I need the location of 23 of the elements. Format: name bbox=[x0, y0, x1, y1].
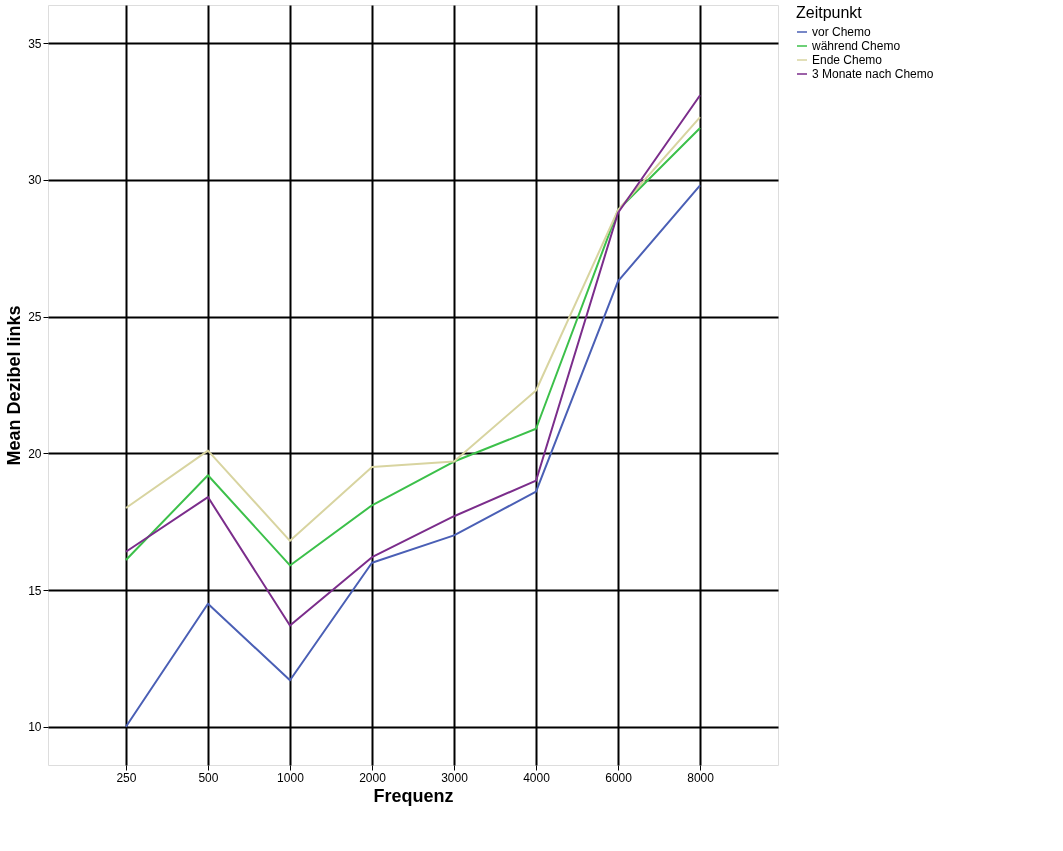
y-tick-label: 10 bbox=[28, 720, 42, 735]
legend-label: vor Chemo bbox=[812, 25, 872, 39]
x-tick-label: 2000 bbox=[359, 770, 387, 785]
y-tick-label: 35 bbox=[28, 36, 42, 51]
y-tick-label: 15 bbox=[28, 583, 42, 598]
legend-label: während Chemo bbox=[811, 39, 901, 53]
x-axis-title: Frequenz bbox=[373, 785, 454, 806]
legend-label: 3 Monate nach Chemo bbox=[812, 67, 934, 81]
y-tick-label: 20 bbox=[28, 446, 42, 461]
line-series bbox=[124, 94, 702, 627]
line-series bbox=[124, 184, 702, 728]
x-tick-label: 500 bbox=[198, 770, 219, 785]
y-axis-title: Mean Dezibel links bbox=[4, 305, 25, 466]
x-tick-label: 3000 bbox=[441, 770, 469, 785]
x-tick-label: 6000 bbox=[605, 770, 633, 785]
x-tick-label: 8000 bbox=[687, 770, 715, 785]
legend-label: Ende Chemo bbox=[812, 53, 883, 67]
y-tick-label: 25 bbox=[28, 310, 42, 325]
x-tick-label: 250 bbox=[116, 770, 137, 785]
x-tick-label: 1000 bbox=[277, 770, 305, 785]
y-tick-label: 30 bbox=[28, 173, 42, 188]
x-tick-label: 4000 bbox=[523, 770, 551, 785]
legend-title: Zeitpunkt bbox=[796, 4, 863, 21]
